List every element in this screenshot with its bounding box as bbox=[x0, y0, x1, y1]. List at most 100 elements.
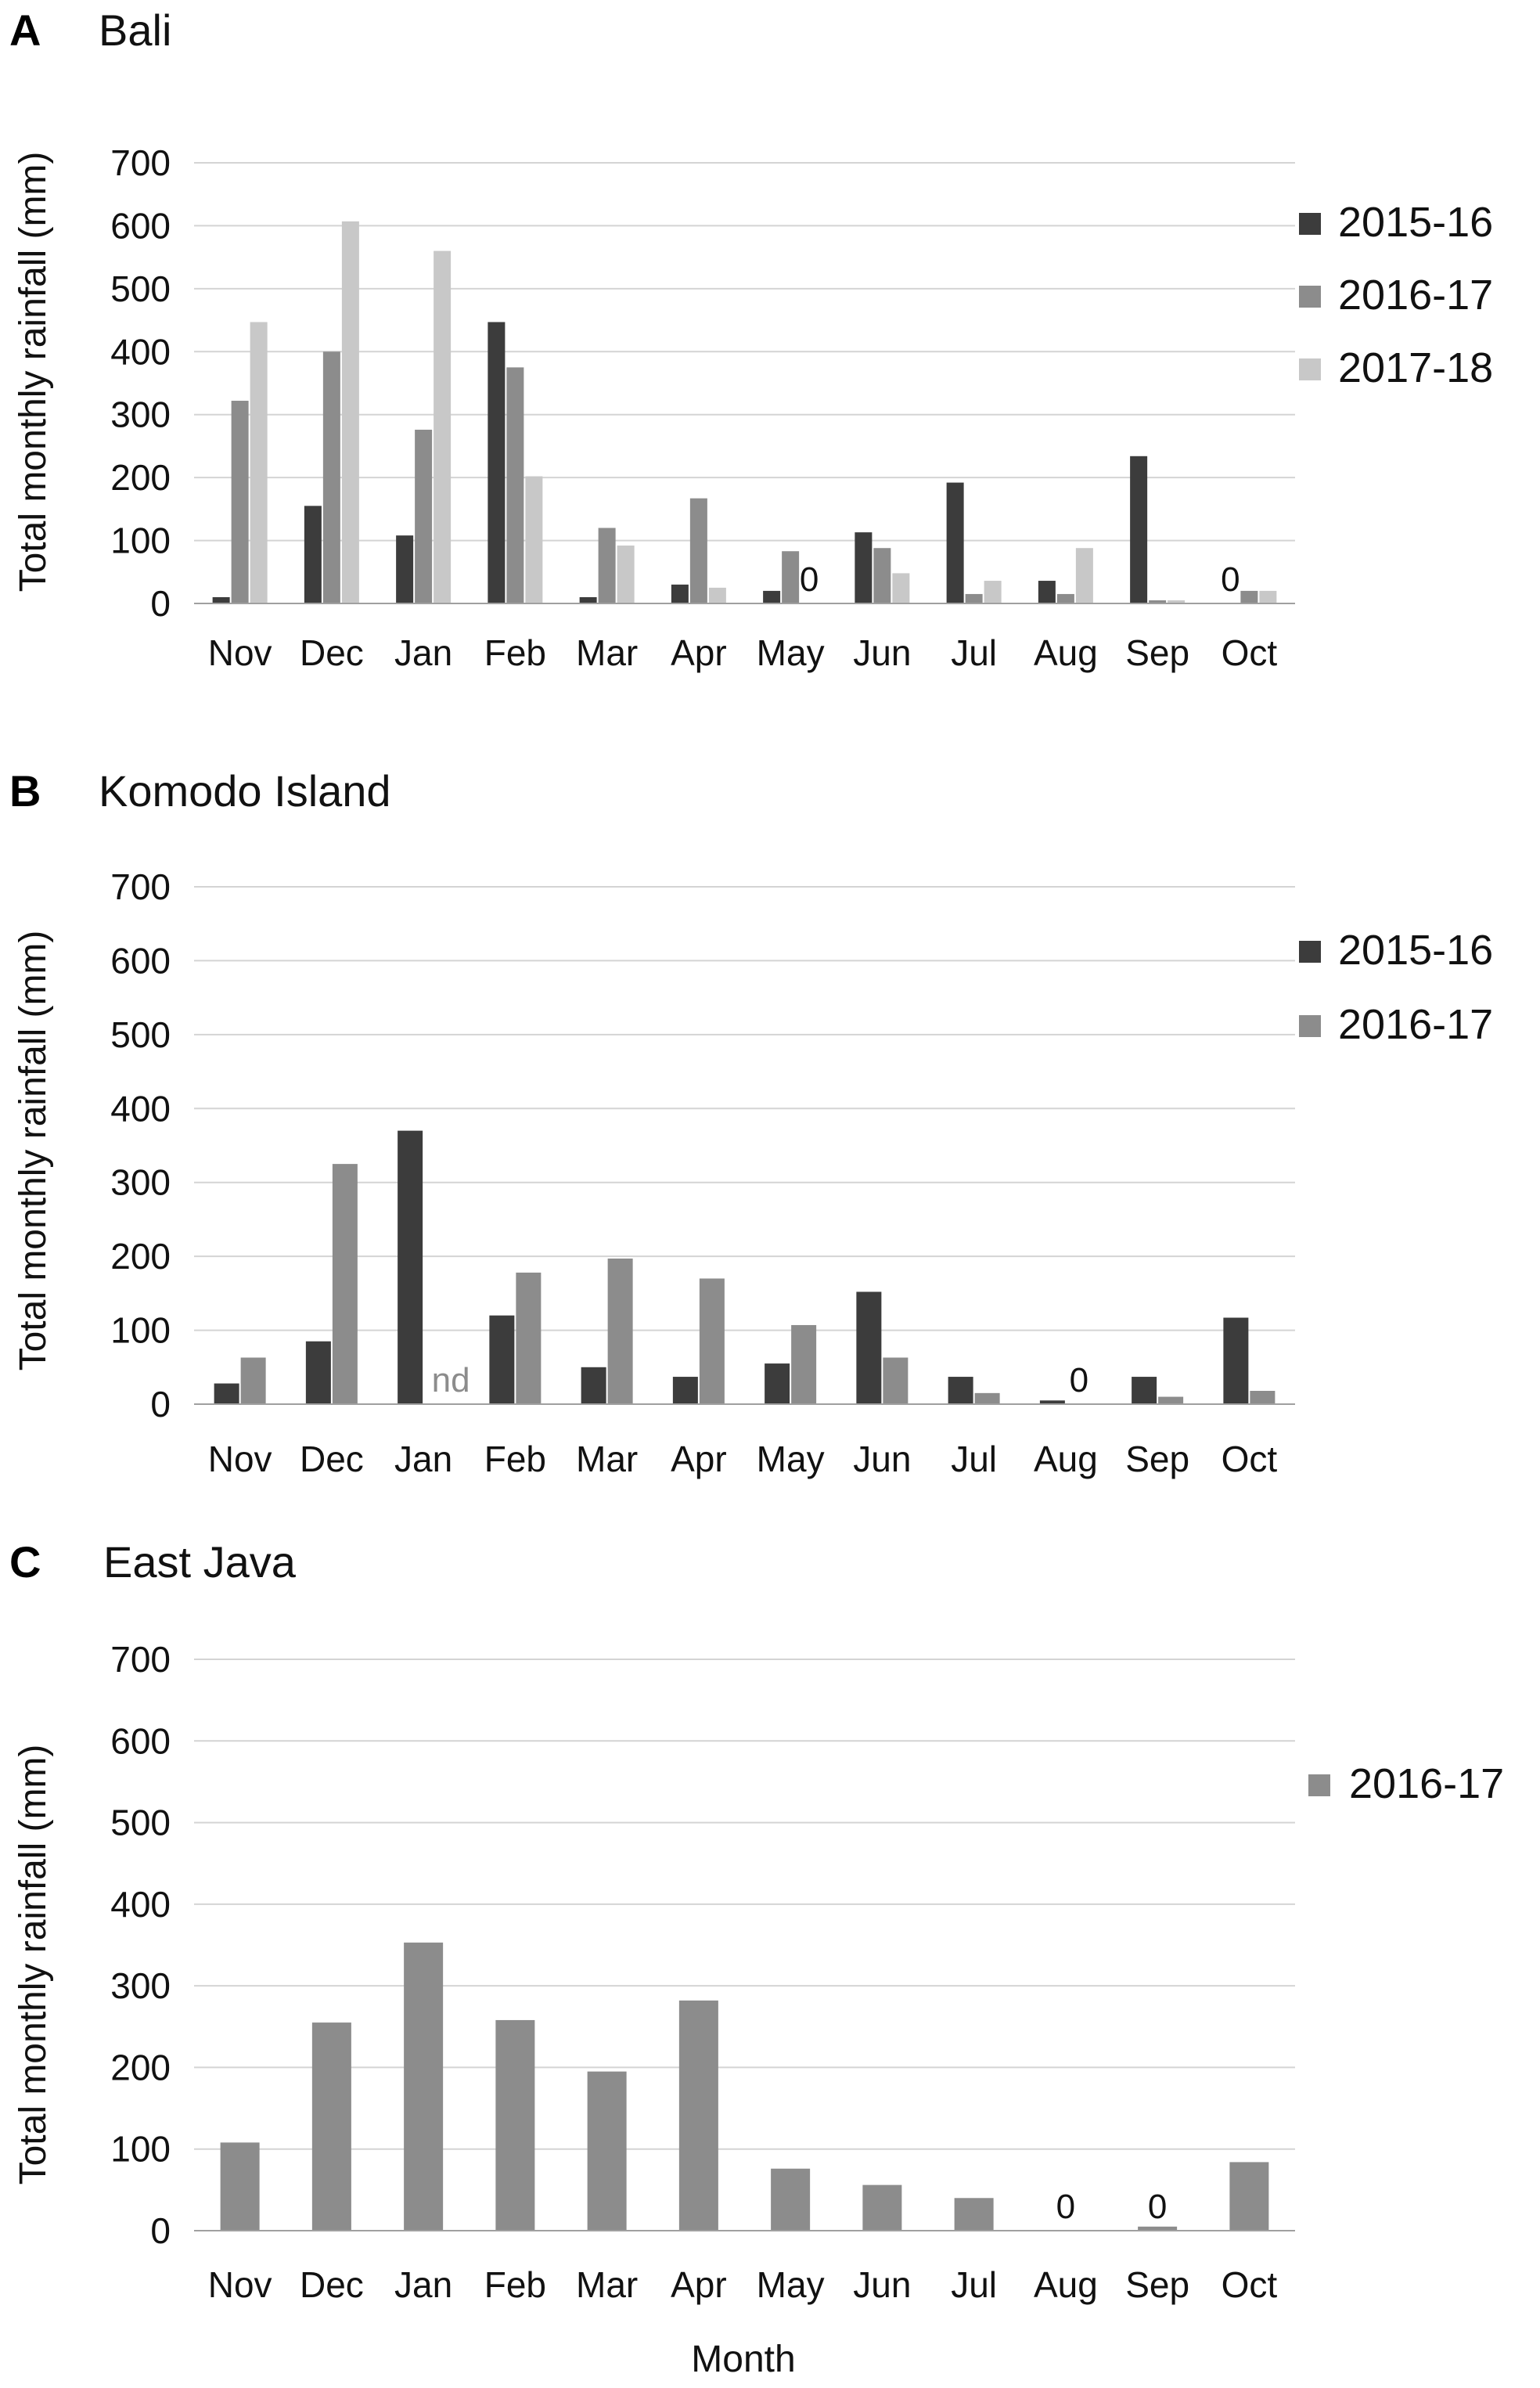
legend-c: 2016-17 bbox=[1308, 1760, 1504, 1807]
panel-letter-c: C bbox=[9, 1537, 41, 1587]
bar-2017-18-jul bbox=[984, 581, 1002, 603]
panel-letter-a: A bbox=[9, 5, 41, 55]
bar-2015-16-jun bbox=[855, 532, 873, 603]
y-tick-label: 600 bbox=[110, 205, 171, 246]
x-tick-label-dec: Dec bbox=[300, 2264, 364, 2305]
y-tick-label: 400 bbox=[110, 331, 171, 372]
bar-2017-18-mar bbox=[617, 546, 635, 603]
y-tick-label: 400 bbox=[110, 1884, 171, 1925]
bar-2016-17-mar bbox=[607, 1258, 633, 1404]
bar-2016-17-nov bbox=[220, 2142, 260, 2231]
bar-2016-17-jul bbox=[954, 2198, 994, 2231]
x-tick-label-aug: Aug bbox=[1034, 2264, 1098, 2305]
x-tick-label-nov: Nov bbox=[208, 1439, 272, 1479]
bar-2016-17-aug bbox=[1056, 593, 1074, 603]
x-tick-label-oct: Oct bbox=[1222, 632, 1278, 673]
bar-2017-18-jan bbox=[434, 250, 452, 603]
bar-2016-17-sep bbox=[1158, 1396, 1184, 1404]
bar-2016-17-jun bbox=[862, 2184, 902, 2231]
bar-2015-16-jan bbox=[396, 535, 414, 603]
x-tick-label-jul: Jul bbox=[951, 632, 997, 673]
panel-b: B Komodo Island Total monthly rainfall (… bbox=[9, 766, 1493, 1479]
bar-2016-17-feb bbox=[495, 2019, 535, 2231]
bar-2016-17-sep bbox=[1138, 2226, 1178, 2231]
y-tick-label: 500 bbox=[110, 1803, 171, 1843]
x-tick-label-jul: Jul bbox=[951, 1439, 997, 1479]
annotation-aug: 0 bbox=[1070, 1361, 1088, 1399]
bar-2016-17-feb bbox=[506, 367, 524, 603]
legend-swatch-2016-17 bbox=[1299, 1015, 1321, 1037]
x-tick-labels-a: Nov Dec Jan Feb Mar Apr May Jun Jul Aug Sep Oct bbox=[208, 632, 1278, 673]
x-tick-labels-b: Nov Dec Jan Feb Mar Apr May Jun Jul Aug Sep Oct bbox=[208, 1439, 1278, 1479]
bars-c bbox=[220, 1942, 1269, 2231]
y-tick-label: 500 bbox=[110, 268, 171, 309]
annotations-b: nd 0 bbox=[432, 1361, 1088, 1399]
x-tick-label-feb: Feb bbox=[484, 2264, 546, 2305]
bar-2015-16-dec bbox=[304, 506, 322, 603]
panel-title-bali: Bali bbox=[99, 5, 171, 55]
gridlines-c bbox=[194, 1659, 1295, 2150]
y-tick-label: 100 bbox=[110, 2129, 171, 2170]
x-tick-label-mar: Mar bbox=[576, 2264, 638, 2305]
y-tick-label: 700 bbox=[110, 1639, 171, 1680]
bar-2017-18-nov bbox=[250, 322, 268, 603]
legend-a: 2015-16 2016-17 2017-18 bbox=[1299, 199, 1493, 391]
bar-2016-17-jan bbox=[404, 1942, 444, 2231]
x-tick-label-jun: Jun bbox=[853, 2264, 911, 2305]
bar-2015-16-mar bbox=[579, 596, 597, 603]
x-tick-label-may: May bbox=[757, 632, 825, 673]
legend-swatch-2016-17 bbox=[1308, 1774, 1330, 1796]
bar-2015-16-may bbox=[765, 1363, 790, 1404]
bar-2017-18-aug bbox=[1075, 548, 1093, 603]
bar-2015-16-jun bbox=[856, 1291, 882, 1404]
y-tick-labels-c: 0 100 200 300 400 500 600 700 bbox=[110, 1639, 171, 2251]
x-tick-label-aug: Aug bbox=[1034, 632, 1098, 673]
legend-swatch-2015-16 bbox=[1299, 941, 1321, 963]
y-tick-label: 0 bbox=[150, 1384, 171, 1425]
y-axis-title-b: Total monthly rainfall (mm) bbox=[13, 931, 54, 1371]
bar-2015-16-feb bbox=[489, 1315, 515, 1404]
bar-2016-17-apr bbox=[699, 1278, 725, 1404]
x-tick-label-apr: Apr bbox=[671, 1439, 727, 1479]
bar-2016-17-may bbox=[791, 1324, 817, 1404]
bar-2015-16-oct bbox=[1223, 1317, 1249, 1404]
legend-label-2016-17: 2016-17 bbox=[1338, 272, 1493, 319]
bar-2015-16-sep bbox=[1130, 456, 1148, 603]
bar-2016-17-jun bbox=[873, 548, 891, 603]
legend-label-2016-17: 2016-17 bbox=[1338, 1001, 1493, 1048]
bar-2016-17-apr bbox=[678, 2000, 718, 2231]
y-tick-label: 300 bbox=[110, 1162, 171, 1203]
bar-2017-18-oct bbox=[1259, 590, 1277, 603]
bar-2017-18-dec bbox=[341, 221, 359, 603]
x-tick-label-sep: Sep bbox=[1125, 2264, 1189, 2305]
annotation-jan: nd bbox=[432, 1361, 470, 1399]
x-tick-label-jan: Jan bbox=[394, 632, 452, 673]
x-tick-label-jan: Jan bbox=[394, 2264, 452, 2305]
y-tick-label: 200 bbox=[110, 457, 171, 498]
bar-2016-17-dec bbox=[332, 1164, 358, 1404]
gridlines-a bbox=[194, 162, 1295, 542]
bar-2016-17-oct bbox=[1240, 590, 1258, 603]
y-tick-label: 700 bbox=[110, 866, 171, 907]
y-tick-label: 0 bbox=[150, 583, 171, 624]
y-tick-label: 0 bbox=[150, 2210, 171, 2251]
bar-2015-16-jan bbox=[398, 1130, 423, 1404]
bar-2016-17-jan bbox=[415, 430, 433, 603]
x-tick-label-nov: Nov bbox=[208, 632, 272, 673]
bar-2016-17-nov bbox=[240, 1357, 266, 1404]
bar-2015-16-aug bbox=[1038, 581, 1056, 603]
panel-title-east-java: East Java bbox=[103, 1537, 297, 1587]
bar-2015-16-nov bbox=[214, 1383, 239, 1404]
legend-swatch-2016-17 bbox=[1299, 286, 1321, 308]
bar-2015-16-aug bbox=[1039, 1400, 1065, 1404]
x-axis-title-c: Month bbox=[691, 2339, 795, 2380]
bar-2016-17-dec bbox=[311, 2022, 351, 2231]
x-tick-label-sep: Sep bbox=[1125, 1439, 1189, 1479]
y-axis-title-a: Total monthly rainfall (mm) bbox=[13, 152, 54, 592]
x-tick-label-mar: Mar bbox=[576, 632, 638, 673]
bar-2016-17-mar bbox=[587, 2071, 627, 2231]
x-tick-label-sep: Sep bbox=[1125, 632, 1189, 673]
legend-label-2016-17: 2016-17 bbox=[1349, 1760, 1504, 1807]
